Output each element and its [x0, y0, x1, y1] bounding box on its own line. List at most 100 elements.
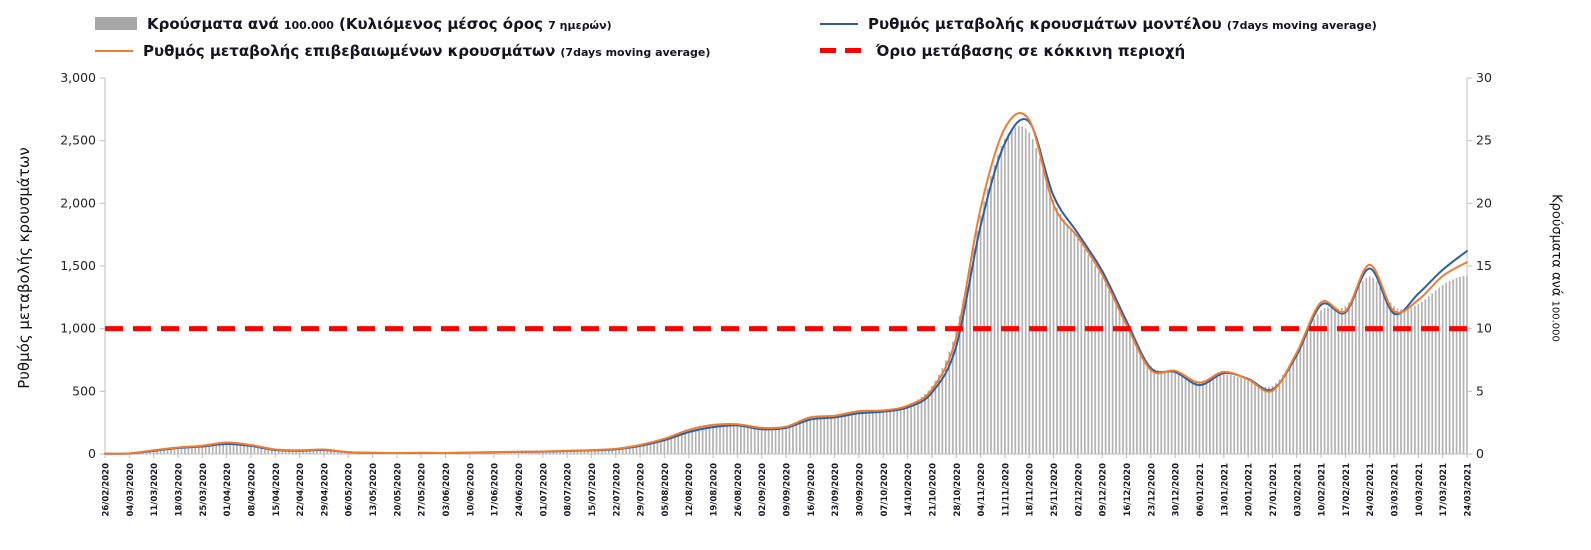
svg-text:04/03/2020: 04/03/2020 — [126, 463, 136, 517]
svg-text:03/02/2021: 03/02/2021 — [1293, 463, 1303, 517]
svg-text:14/10/2020: 14/10/2020 — [904, 463, 914, 517]
svg-text:16/09/2020: 16/09/2020 — [807, 463, 817, 517]
svg-text:03/03/2021: 03/03/2021 — [1391, 463, 1401, 517]
svg-text:10/03/2021: 10/03/2021 — [1415, 463, 1425, 517]
svg-text:15/07/2020: 15/07/2020 — [588, 463, 598, 517]
svg-text:23/09/2020: 23/09/2020 — [831, 463, 841, 517]
legend-bars-text-small-1: 100.000 — [283, 19, 334, 32]
svg-text:02/09/2020: 02/09/2020 — [758, 463, 768, 517]
y-axis-title-right-text: Κρούσματα ανά — [1548, 194, 1564, 297]
svg-text:20: 20 — [1476, 195, 1492, 210]
svg-text:3,000: 3,000 — [60, 70, 96, 85]
confirmed-rate-line — [104, 112, 1468, 455]
legend-bars-text-main-2: (Κυλιόμενος μέσος όρος — [339, 15, 544, 33]
chart-plot-svg: 0 500 1,000 1,500 2,000 2,500 3,000 0 5 10 15 20 25 3… — [60, 70, 1492, 517]
svg-text:19/08/2020: 19/08/2020 — [710, 463, 720, 517]
svg-text:20/01/2021: 20/01/2021 — [1245, 463, 1255, 517]
svg-text:07/10/2020: 07/10/2020 — [880, 463, 890, 517]
legend-label-model-rate: Ρυθμός μεταβολής κρουσμάτων μοντέλου (7d… — [868, 14, 1377, 33]
legend-item-model-rate: Ρυθμός μεταβολής κρουσμάτων μοντέλου (7d… — [820, 14, 1591, 33]
bars-series — [104, 126, 1468, 455]
y-axis-title-left-text: Ρυθμός μεταβολής κρουσμάτων — [15, 147, 33, 389]
svg-text:06/05/2020: 06/05/2020 — [345, 463, 355, 517]
bar-series-swatch — [95, 17, 137, 30]
legend-bars-text-main: Κρούσματα ανά — [147, 15, 279, 33]
axes — [100, 77, 1472, 458]
chart-plot-area: 0 500 1,000 1,500 2,000 2,500 3,000 0 5 10 15 20 25 3… — [35, 64, 1565, 546]
svg-text:30/12/2020: 30/12/2020 — [1172, 463, 1182, 517]
svg-text:25/03/2020: 25/03/2020 — [199, 463, 209, 517]
svg-text:24/02/2021: 24/02/2021 — [1366, 463, 1376, 517]
svg-text:16/12/2020: 16/12/2020 — [1123, 463, 1133, 517]
chart-legend: Κρούσματα ανά 100.000 (Κυλιόμενος μέσος … — [0, 0, 1591, 64]
legend-item-cases-per-100k: Κρούσματα ανά 100.000 (Κυλιόμενος μέσος … — [95, 14, 820, 33]
svg-text:01/04/2020: 01/04/2020 — [223, 463, 233, 517]
svg-text:15/04/2020: 15/04/2020 — [272, 463, 282, 517]
svg-text:10: 10 — [1476, 321, 1492, 336]
svg-text:09/12/2020: 09/12/2020 — [1099, 463, 1109, 517]
svg-text:12/08/2020: 12/08/2020 — [685, 463, 695, 517]
legend-row-1: Κρούσματα ανά 100.000 (Κυλιόμενος μέσος … — [95, 10, 1591, 37]
svg-text:09/09/2020: 09/09/2020 — [783, 463, 793, 517]
svg-text:23/12/2020: 23/12/2020 — [1147, 463, 1157, 517]
y-axis-labels-left: 0 500 1,000 1,500 2,000 2,500 3,000 — [60, 70, 96, 461]
svg-text:0: 0 — [88, 446, 96, 461]
svg-text:22/07/2020: 22/07/2020 — [612, 463, 622, 517]
legend-confirmed-text-small: (7days moving average) — [560, 46, 711, 59]
svg-text:13/05/2020: 13/05/2020 — [369, 463, 379, 517]
svg-text:11/03/2020: 11/03/2020 — [150, 463, 160, 517]
svg-text:30: 30 — [1476, 70, 1492, 85]
svg-text:05/08/2020: 05/08/2020 — [661, 463, 671, 517]
svg-text:30/09/2020: 30/09/2020 — [855, 463, 865, 517]
legend-label-cases-per-100k: Κρούσματα ανά 100.000 (Κυλιόμενος μέσος … — [147, 14, 612, 33]
svg-text:10/02/2021: 10/02/2021 — [1318, 463, 1328, 517]
y-axis-title-left: Ρυθμός μεταβολής κρουσμάτων — [15, 147, 33, 389]
svg-text:17/03/2021: 17/03/2021 — [1439, 463, 1449, 517]
legend-bars-text-small-2: 7 ημερών) — [548, 19, 612, 32]
svg-text:25: 25 — [1476, 133, 1492, 148]
threshold-dash-swatch — [820, 48, 866, 53]
svg-text:21/10/2020: 21/10/2020 — [928, 463, 938, 517]
svg-text:17/02/2021: 17/02/2021 — [1342, 463, 1352, 517]
svg-text:04/11/2020: 04/11/2020 — [977, 463, 987, 517]
y-axis-labels-right: 0 5 10 15 20 25 30 — [1476, 70, 1492, 461]
legend-row-2: Ρυθμός μεταβολής επιβεβαιωμένων κρουσμάτ… — [95, 37, 1591, 64]
legend-item-red-zone-threshold: Όριο μετάβασης σε κόκκινη περιοχή — [820, 42, 1591, 60]
confirmed-line-swatch — [95, 49, 133, 52]
legend-label-confirmed-rate: Ρυθμός μεταβολής επιβεβαιωμένων κρουσμάτ… — [143, 41, 710, 60]
svg-text:25/11/2020: 25/11/2020 — [1050, 463, 1060, 517]
svg-text:18/11/2020: 18/11/2020 — [1026, 463, 1036, 517]
svg-text:29/04/2020: 29/04/2020 — [320, 463, 330, 517]
svg-text:06/01/2021: 06/01/2021 — [1196, 463, 1206, 517]
y-axis-title-right: Κρούσματα ανά 100.000 — [1549, 194, 1564, 342]
svg-text:08/04/2020: 08/04/2020 — [247, 463, 257, 517]
legend-item-confirmed-rate: Ρυθμός μεταβολής επιβεβαιωμένων κρουσμάτ… — [95, 41, 820, 60]
svg-text:08/07/2020: 08/07/2020 — [564, 463, 574, 517]
svg-text:24/03/2021: 24/03/2021 — [1464, 463, 1474, 517]
model-line-swatch — [820, 22, 858, 25]
svg-text:2,500: 2,500 — [60, 133, 96, 148]
y-axis-title-right-text-small: 100.000 — [1549, 300, 1561, 342]
svg-text:17/06/2020: 17/06/2020 — [491, 463, 501, 517]
svg-text:02/12/2020: 02/12/2020 — [1074, 463, 1084, 517]
legend-confirmed-text-main: Ρυθμός μεταβολής επιβεβαιωμένων κρουσμάτ… — [143, 42, 556, 60]
svg-text:11/11/2020: 11/11/2020 — [1001, 463, 1011, 517]
svg-text:26/08/2020: 26/08/2020 — [734, 463, 744, 517]
svg-text:15: 15 — [1476, 258, 1492, 273]
svg-text:500: 500 — [72, 383, 96, 398]
svg-text:27/01/2021: 27/01/2021 — [1269, 463, 1279, 517]
svg-text:28/10/2020: 28/10/2020 — [953, 463, 963, 517]
svg-text:01/07/2020: 01/07/2020 — [539, 463, 549, 517]
svg-text:20/05/2020: 20/05/2020 — [393, 463, 403, 517]
svg-text:29/07/2020: 29/07/2020 — [637, 463, 647, 517]
svg-text:13/01/2021: 13/01/2021 — [1220, 463, 1230, 517]
svg-text:2,000: 2,000 — [60, 195, 96, 210]
legend-model-text-main: Ρυθμός μεταβολής κρουσμάτων μοντέλου — [868, 15, 1222, 33]
svg-text:22/04/2020: 22/04/2020 — [296, 463, 306, 517]
svg-text:27/05/2020: 27/05/2020 — [418, 463, 428, 517]
svg-text:1,000: 1,000 — [60, 321, 96, 336]
svg-text:26/02/2020: 26/02/2020 — [102, 463, 112, 517]
svg-text:0: 0 — [1476, 446, 1484, 461]
legend-threshold-text: Όριο μετάβασης σε κόκκινη περιοχή — [876, 41, 1186, 60]
